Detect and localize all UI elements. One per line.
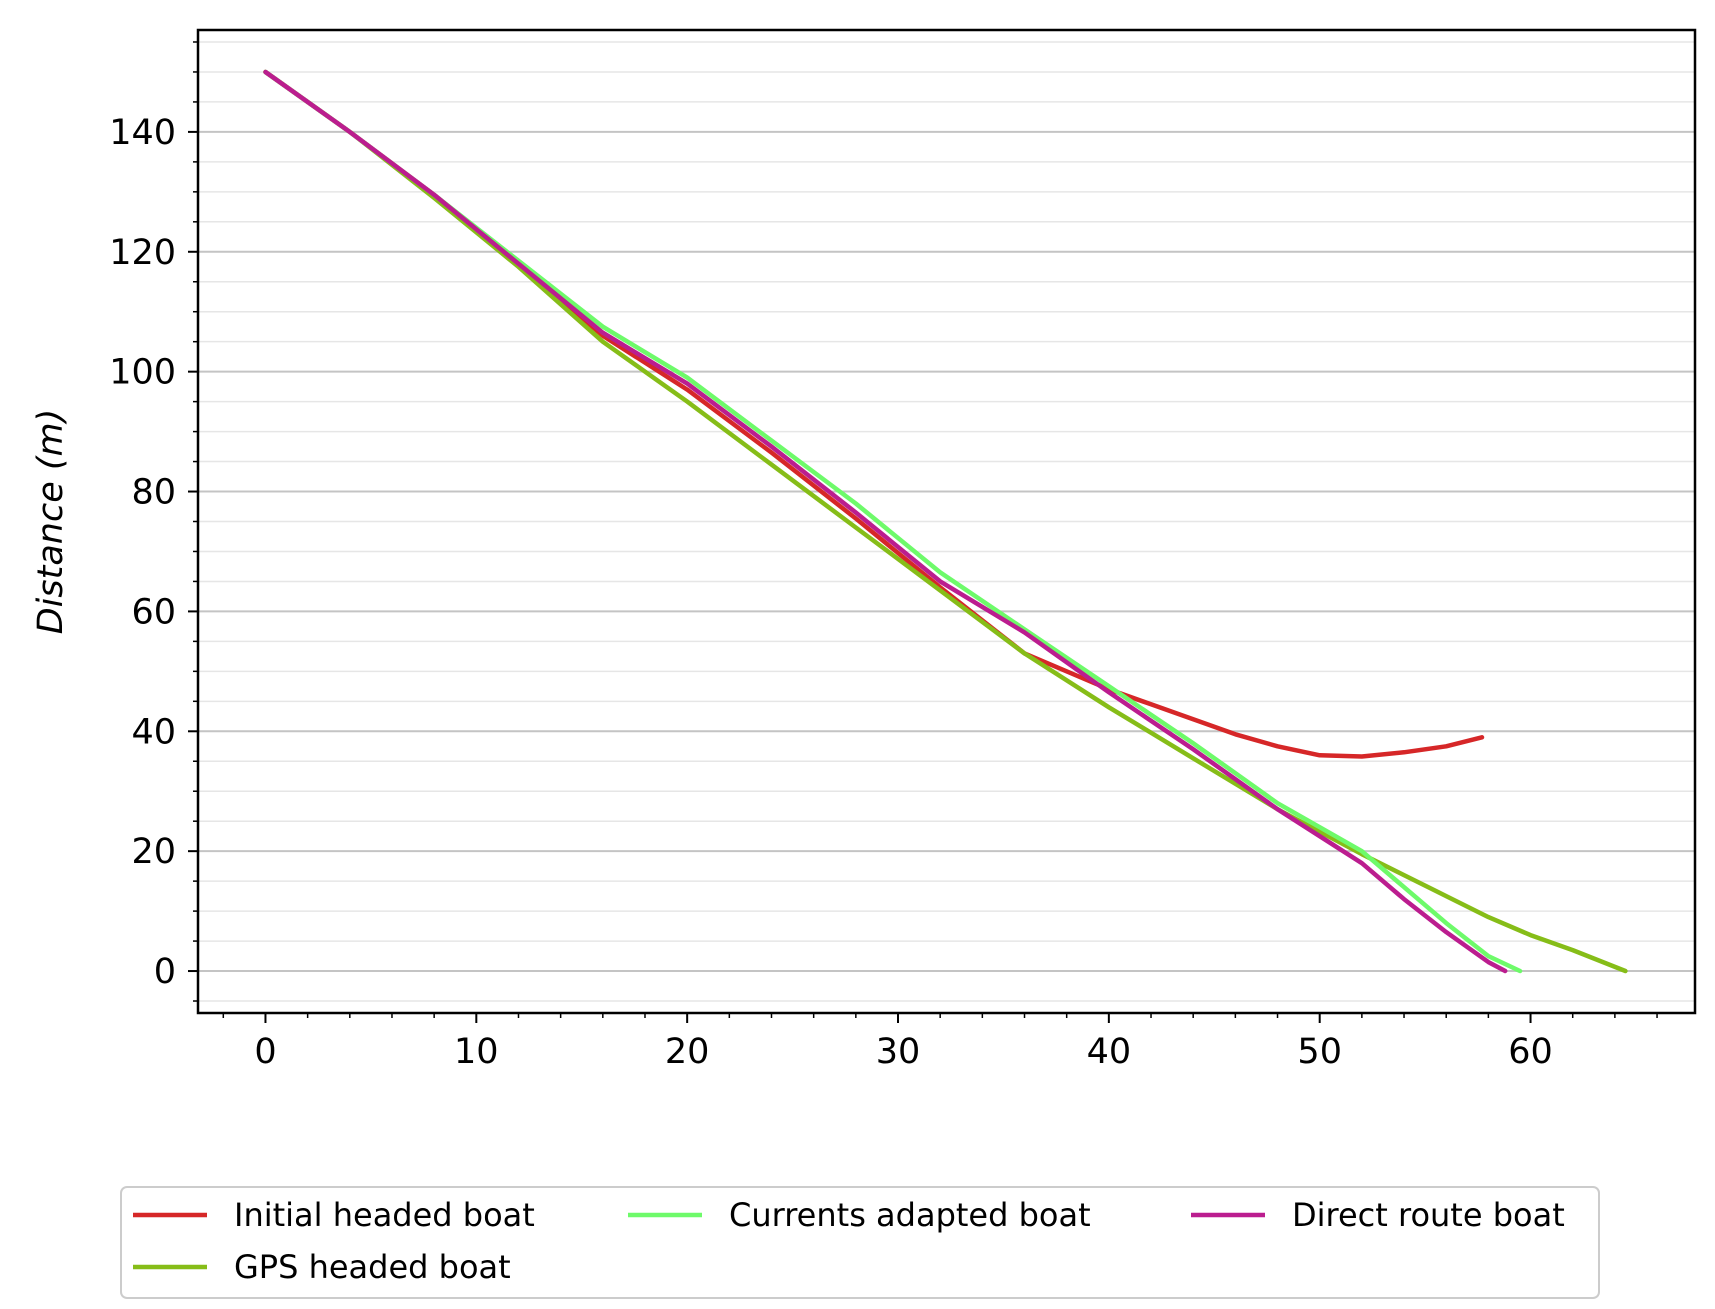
series-line-4 — [263, 69, 1508, 974]
legend-label: GPS headed boat — [234, 1248, 511, 1286]
x-tick-label: 60 — [1508, 1032, 1553, 1072]
legend-entry: GPS headed boat — [133, 1248, 511, 1286]
y-tick-label: 120 — [109, 233, 176, 273]
x-tick-label: 30 — [876, 1032, 921, 1072]
x-tick-label: 50 — [1297, 1032, 1342, 1072]
y-tick-label: 60 — [131, 592, 176, 632]
legend-label: Currents adapted boat — [729, 1196, 1091, 1234]
series-line-3 — [263, 69, 1523, 974]
legend-label: Initial headed boat — [234, 1196, 535, 1234]
x-tick-label: 40 — [1087, 1032, 1132, 1072]
y-tick-label: 20 — [131, 832, 176, 872]
y-axis: 0 20 40 60 80 100 120 140 — [109, 41, 198, 1002]
legend-entry: Currents adapted boat — [628, 1196, 1091, 1234]
series-line-1 — [263, 69, 1485, 759]
y-axis-label: Distance (m) — [31, 409, 71, 635]
y-tick-label: 100 — [109, 353, 176, 393]
series-lines — [263, 69, 1628, 974]
x-tick-label: 20 — [665, 1032, 710, 1072]
legend-entry: Direct route boat — [1191, 1196, 1565, 1234]
x-tick-label: 0 — [254, 1032, 276, 1072]
legend-entry: Initial headed boat — [133, 1196, 535, 1234]
gridlines — [198, 41, 1695, 1002]
x-axis: 0 10 20 30 40 50 60 — [222, 1013, 1658, 1072]
legend-label: Direct route boat — [1292, 1196, 1565, 1234]
legend: Initial headed boat GPS headed boat Curren… — [120, 1186, 1600, 1299]
y-tick-label: 140 — [109, 113, 176, 153]
y-tick-label: 80 — [131, 473, 176, 513]
y-tick-label: 40 — [131, 712, 176, 752]
x-tick-label: 10 — [454, 1032, 499, 1072]
y-tick-label: 0 — [154, 952, 176, 992]
series-line-2 — [263, 69, 1628, 974]
